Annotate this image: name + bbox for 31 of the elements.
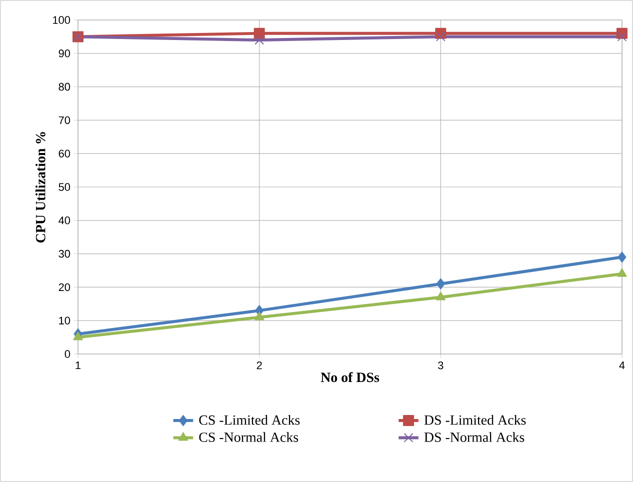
point <box>617 32 627 42</box>
x-tick-label: 3 <box>438 362 444 370</box>
y-tick-label: 0 <box>64 350 70 358</box>
point <box>254 35 264 45</box>
x-tick-label: 2 <box>256 362 262 370</box>
legend-label: CS -Normal Acks <box>199 432 298 442</box>
legend-label: DS -Limited Acks <box>424 414 526 425</box>
x-tick-label: 1 <box>76 362 81 370</box>
y-tick-label: 40 <box>58 216 70 224</box>
y-axis-title: CPU Utilization % <box>35 132 46 242</box>
y-tick-label: 100 <box>53 16 70 24</box>
legend-label: DS -Normal Acks <box>424 432 524 442</box>
y-tick-label: 60 <box>58 150 70 158</box>
point <box>617 268 627 277</box>
y-tick-label: 50 <box>58 183 70 191</box>
point <box>436 32 446 42</box>
point <box>436 278 445 290</box>
x-tick-label: 4 <box>619 362 625 370</box>
y-tick-label: 20 <box>58 283 70 292</box>
point <box>618 252 626 263</box>
y-tick-label: 10 <box>59 316 70 324</box>
y-tick-label: 80 <box>58 82 70 91</box>
y-tick-label: 70 <box>58 116 70 124</box>
y-tick-label: 90 <box>58 50 70 58</box>
x-axis-title: No of DSs <box>320 372 380 382</box>
legend-label: CS -Limited Acks <box>199 414 300 425</box>
point <box>73 332 83 340</box>
point <box>254 28 265 39</box>
y-tick-label: 30 <box>58 250 70 258</box>
point <box>436 292 446 300</box>
point <box>254 312 264 320</box>
